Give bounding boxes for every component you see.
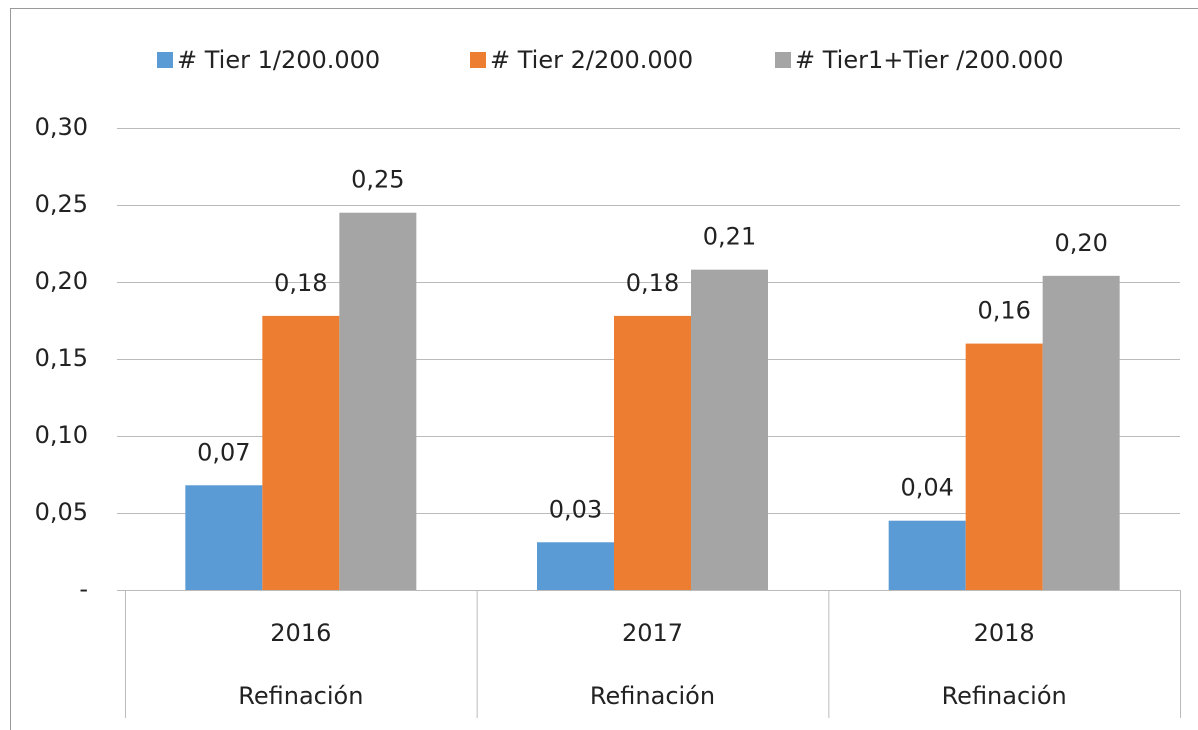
- data-label: 0,18: [274, 269, 327, 297]
- legend-label: # Tier 1/200.000: [177, 46, 380, 74]
- bar: [537, 542, 614, 590]
- x-group-label: Refinación: [942, 682, 1067, 710]
- data-label: 0,18: [626, 269, 679, 297]
- data-label: 0,25: [351, 166, 404, 194]
- data-label: 0,20: [1054, 229, 1107, 257]
- legend-swatch: [775, 52, 791, 68]
- y-tick-label: 0,15: [35, 344, 88, 372]
- bar: [185, 485, 263, 590]
- x-group-label: Refinación: [238, 682, 363, 710]
- bar: [888, 520, 966, 590]
- x-tick-label: 2017: [622, 619, 683, 647]
- y-tick-label: 0,20: [35, 267, 88, 295]
- data-label: 0,04: [900, 474, 953, 502]
- y-tick-label: 0,05: [35, 498, 88, 526]
- y-tick-label: 0,30: [35, 113, 88, 141]
- bar: [1042, 275, 1120, 590]
- data-label: 0,21: [703, 223, 756, 251]
- y-tick-label: -: [79, 575, 88, 603]
- y-tick-label: 0,10: [35, 421, 88, 449]
- legend-swatch: [470, 52, 486, 68]
- legend-label: # Tier 2/200.000: [490, 46, 693, 74]
- bar: [691, 269, 768, 590]
- data-label: 0,03: [549, 495, 602, 523]
- x-tick-label: 2016: [270, 619, 331, 647]
- x-tick-label: 2018: [974, 619, 1035, 647]
- bar: [614, 315, 691, 590]
- bar: [262, 315, 340, 590]
- y-tick-label: 0,25: [35, 190, 88, 218]
- legend-swatch: [157, 52, 173, 68]
- bar: [965, 343, 1043, 590]
- data-label: 0,16: [977, 297, 1030, 325]
- data-label: 0,07: [197, 438, 250, 466]
- bar: [339, 212, 417, 590]
- x-group-label: Refinación: [590, 682, 715, 710]
- legend-label: # Tier1+Tier /200.000: [795, 46, 1064, 74]
